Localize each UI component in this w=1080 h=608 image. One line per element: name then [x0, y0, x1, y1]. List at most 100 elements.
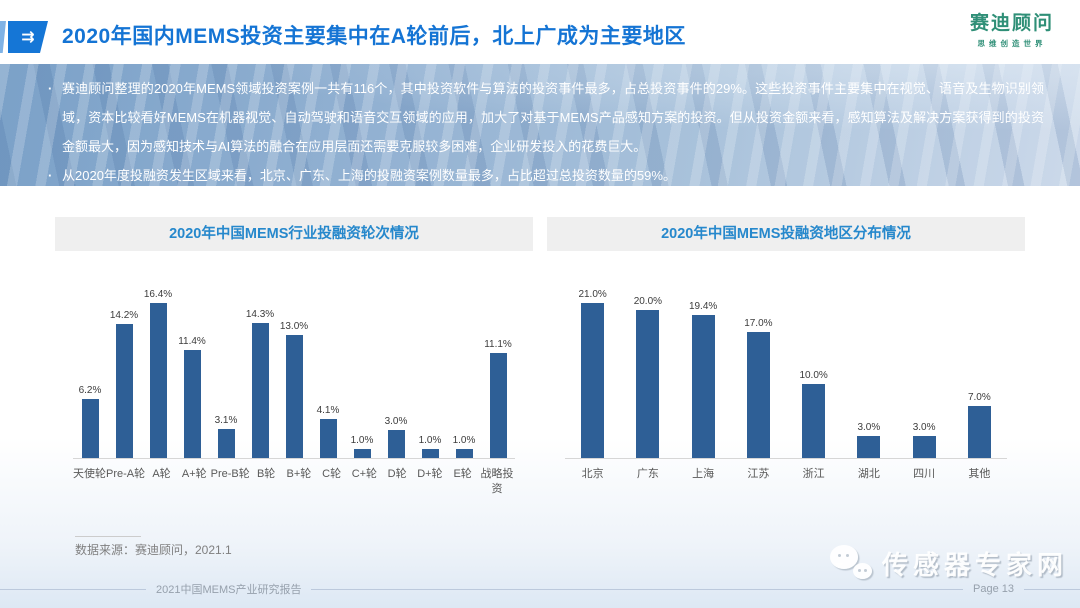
category-label: Pre-B轮 — [210, 468, 250, 480]
bar-value-label: 14.3% — [245, 308, 275, 320]
icon-dot — [863, 569, 867, 572]
category-slot: 浙江 — [786, 459, 841, 482]
category-slot: D+轮 — [414, 459, 447, 497]
category-label: E轮 — [453, 468, 472, 480]
bar-value-label: 1.0% — [418, 434, 442, 446]
bar-slot: 3.1% — [209, 415, 243, 458]
icon-dot — [837, 554, 841, 557]
bar — [183, 350, 201, 458]
bar — [149, 303, 167, 458]
wechat-icon — [828, 543, 874, 583]
category-label: B+轮 — [286, 468, 312, 480]
summary-bullet-list: 赛迪顾问整理的2020年MEMS领域投资案例一共有116个，其中投资软件与算法的… — [0, 64, 1080, 190]
chart-panel-regions: 2020年中国MEMS投融资地区分布情况 21.0% 20.0% 19.4% 17.0… — [547, 217, 1025, 519]
page-title: 2020年国内MEMS投资主要集中在A轮前后，北上广成为主要地区 — [62, 25, 686, 48]
bar — [489, 353, 507, 458]
footer-line — [1024, 588, 1080, 590]
bar — [387, 429, 405, 458]
bar — [455, 448, 473, 458]
category-label: 上海 — [692, 468, 715, 480]
bar — [691, 314, 715, 458]
company-logo: 赛迪顾问 思维创造世界 — [970, 13, 1054, 49]
plot-area: 6.2% 14.2% 16.4% 11.4% 3.1% 14.3% 13.0% 4.1% 1.0… — [73, 267, 515, 459]
bar-value-label: 3.0% — [912, 421, 936, 433]
bar-slot: 6.2% — [73, 385, 107, 458]
icon-dot — [845, 554, 849, 557]
bar-value-label: 16.4% — [143, 289, 173, 301]
header: ⇉ 2020年国内MEMS投资主要集中在A轮前后，北上广成为主要地区 赛迪顾问 … — [0, 0, 1080, 64]
bar — [636, 310, 660, 458]
bar — [581, 302, 605, 458]
category-label: A轮 — [152, 468, 171, 480]
bar — [802, 384, 826, 458]
bar — [353, 448, 371, 458]
x-axis-labels: 北京 广东 上海 江苏 浙江 湖北 四川 其他 — [565, 459, 1007, 482]
bar-value-label: 3.0% — [384, 415, 408, 427]
bar-value-label: 14.2% — [109, 309, 139, 321]
bar-slot: 16.4% — [141, 289, 175, 458]
bar-value-label: 21.0% — [578, 288, 607, 300]
bar-slot: 3.0% — [897, 422, 952, 458]
forward-arrow-icon: ⇉ — [8, 21, 48, 53]
category-slot: 天使轮 — [73, 459, 106, 497]
category-slot: Pre-A轮 — [106, 459, 145, 497]
bar-slot: 19.4% — [676, 301, 731, 458]
category-label: 其他 — [968, 468, 991, 480]
bar-value-label: 11.4% — [178, 336, 206, 348]
category-slot: E轮 — [446, 459, 479, 497]
category-slot: 战略投资 — [479, 459, 515, 497]
bar-value-label: 11.1% — [484, 339, 512, 351]
bar — [217, 428, 235, 458]
bar-slot: 7.0% — [952, 392, 1007, 458]
category-slot: 广东 — [620, 459, 675, 482]
arrow-accent-shape — [0, 21, 6, 53]
bar-value-label: 20.0% — [633, 296, 663, 308]
category-label: C轮 — [322, 468, 342, 480]
bar — [319, 419, 337, 458]
category-slot: 湖北 — [841, 459, 896, 482]
footer: 2021中国MEMS产业研究报告 Page 13 — [0, 582, 1080, 596]
chart-panel-funding-rounds: 2020年中国MEMS行业投融资轮次情况 6.2% 14.2% 16.4% 11.4%… — [55, 217, 533, 519]
bar-slot: 14.2% — [107, 310, 141, 458]
bar-value-label: 17.0% — [744, 318, 773, 330]
bar-value-label: 19.4% — [688, 300, 718, 312]
category-label: 江苏 — [747, 468, 770, 480]
footer-line — [311, 588, 964, 590]
bar-slot: 14.3% — [243, 309, 277, 458]
summary-bullet: 从2020年度投融资发生区域来看，北京、广东、上海的投融资案例数量最多，占比超过… — [48, 161, 1044, 190]
category-label: B轮 — [256, 468, 276, 480]
bar-slot: 1.0% — [413, 435, 447, 458]
data-source-note: 数据来源：赛迪顾问，2021.1 — [75, 543, 232, 557]
bar-value-label: 3.1% — [214, 414, 238, 426]
bar-chart-funding-rounds: 6.2% 14.2% 16.4% 11.4% 3.1% 14.3% 13.0% 4.1% 1.0… — [55, 251, 533, 497]
category-slot: B+轮 — [283, 459, 316, 497]
category-slot: 江苏 — [731, 459, 786, 482]
category-slot: 四川 — [897, 459, 952, 482]
bar-value-label: 13.0% — [279, 321, 309, 333]
bar-slot: 10.0% — [786, 370, 841, 458]
category-label: D+轮 — [417, 468, 443, 480]
category-label: C+轮 — [351, 468, 378, 480]
divider — [75, 536, 141, 537]
category-slot: A+轮 — [178, 459, 211, 497]
category-label: 湖北 — [857, 468, 880, 480]
bar-slot: 1.0% — [447, 435, 481, 458]
summary-bullet: 赛迪顾问整理的2020年MEMS领域投资案例一共有116个，其中投资软件与算法的… — [48, 74, 1044, 161]
footer-page-number: Page 13 — [973, 583, 1014, 595]
category-label: A+轮 — [181, 468, 207, 480]
category-label: Pre-A轮 — [106, 468, 146, 480]
category-slot: A轮 — [145, 459, 178, 497]
bar — [285, 335, 303, 458]
bar-chart-regions: 21.0% 20.0% 19.4% 17.0% 10.0% 3.0% 3.0% 7.0% 北京 广… — [547, 251, 1025, 482]
bar-slot: 1.0% — [345, 435, 379, 458]
bar — [81, 399, 99, 458]
bar — [746, 332, 770, 458]
category-slot: 上海 — [676, 459, 731, 482]
category-slot: D轮 — [381, 459, 414, 497]
watermark: 传感器专家网 — [828, 543, 1068, 583]
bar — [967, 406, 991, 458]
category-label: 战略投资 — [480, 468, 514, 495]
category-slot: C轮 — [315, 459, 348, 497]
category-label: 四川 — [913, 468, 936, 480]
